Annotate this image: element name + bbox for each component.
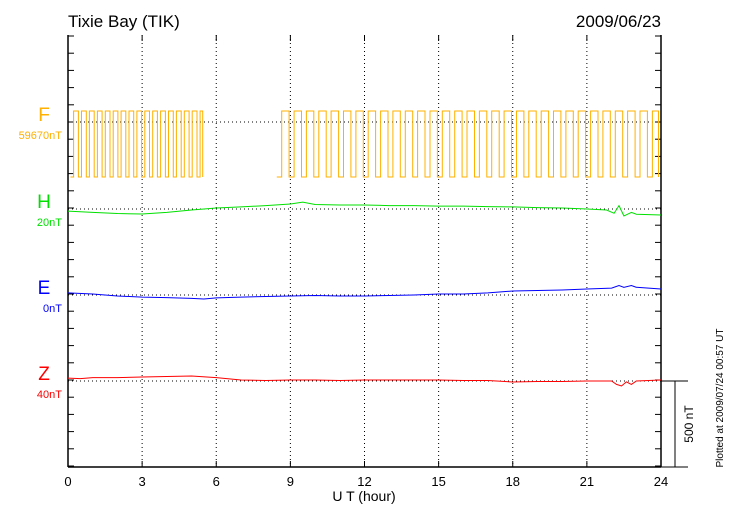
baseline-value-Z: 40nT	[37, 389, 62, 401]
x-tick-label: 3	[139, 474, 146, 489]
series-line-Z	[67, 375, 662, 387]
chart-date: 2009/06/23	[576, 12, 661, 31]
chart-title: Tixie Bay (TIK)	[68, 12, 180, 31]
x-tick-label: 12	[357, 474, 371, 489]
series-label-E: E	[38, 278, 51, 299]
series-line-F	[70, 110, 659, 178]
x-tick-label: 9	[287, 474, 294, 489]
x-tick-label: 15	[431, 474, 445, 489]
baseline-value-F: 59670nT	[19, 130, 63, 142]
series-label-F: F	[38, 105, 50, 126]
series-label-H: H	[37, 192, 51, 213]
x-tick-label: 24	[654, 474, 668, 489]
x-tick-label: 21	[580, 474, 594, 489]
series-line-E	[67, 284, 662, 300]
x-tick-label: 6	[213, 474, 220, 489]
baseline-value-E: 0nT	[43, 303, 62, 315]
x-tick-label: 18	[506, 474, 520, 489]
plotted-timestamp: Plotted at 2009/07/24 00:57 UT	[715, 329, 726, 468]
series-line-H	[67, 201, 662, 217]
x-tick-label: 0	[64, 474, 71, 489]
baseline-value-H: 20nT	[37, 217, 62, 229]
scale-bar-label: 500 nT	[682, 405, 696, 443]
series-label-Z: Z	[38, 364, 50, 385]
x-axis-label: U T (hour)	[332, 488, 395, 504]
